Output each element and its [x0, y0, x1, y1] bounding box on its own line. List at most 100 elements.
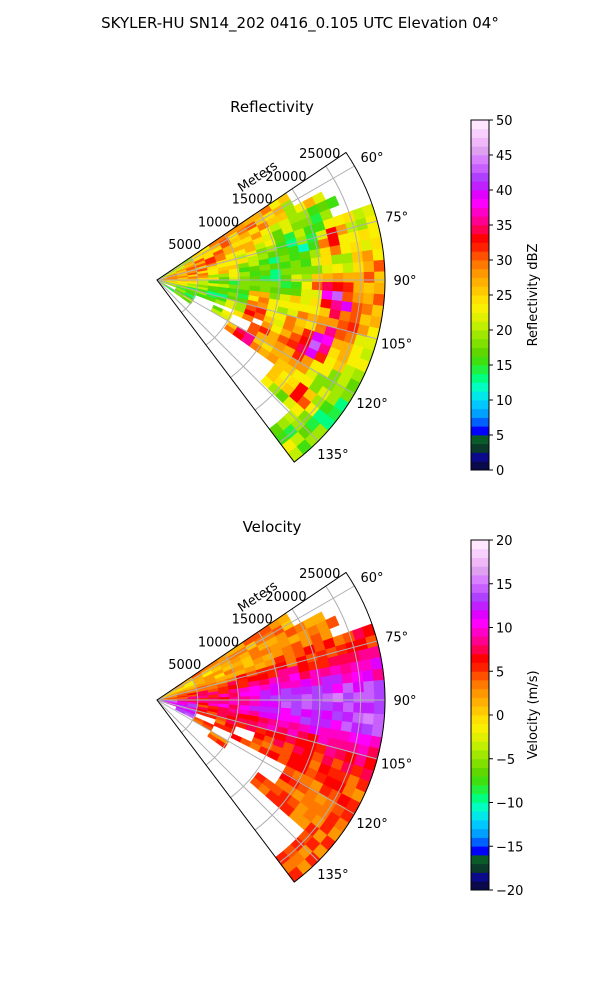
field-cell	[301, 693, 313, 703]
colorbar-swatch	[471, 233, 489, 243]
field-cell	[350, 240, 363, 254]
colorbar-swatch	[471, 155, 489, 165]
field-cell	[332, 263, 344, 274]
colorbar-swatch	[471, 452, 489, 462]
field-cell	[373, 282, 386, 296]
velocity-colorbar-label: Velocity (m/s)	[526, 670, 541, 759]
colorbar-tick-label: 15	[496, 578, 513, 593]
colorbar-swatch	[471, 653, 489, 663]
azimuth-tick-label: 60°	[361, 151, 384, 166]
field-cell	[259, 689, 272, 697]
colorbar-swatch	[471, 373, 489, 383]
range-tick-label: 20000	[265, 590, 306, 605]
colorbar-swatch	[471, 662, 489, 672]
field-cell	[332, 683, 344, 694]
field-cell	[270, 695, 282, 703]
field-cell	[331, 291, 344, 302]
field-cell	[321, 710, 334, 721]
field-cell	[361, 669, 375, 683]
field-cell	[331, 711, 344, 722]
field-cell	[290, 687, 303, 696]
reflectivity-azimuth-ticks: 60° 75° 90° 105° 120° 135°	[317, 151, 416, 463]
azimuth-tick-label: 120°	[356, 397, 387, 412]
field-cell	[372, 713, 385, 727]
field-cell	[352, 292, 365, 305]
azimuth-spoke	[156, 165, 355, 281]
colorbar-tick-label: −20	[496, 884, 523, 899]
field-cell	[280, 701, 293, 710]
field-cell	[332, 272, 344, 283]
velocity-range-ticks: 5000 10000 15000 20000 25000	[168, 567, 340, 673]
colorbar-tick-label: 50	[496, 114, 513, 129]
colorbar-tick-label: 20	[496, 534, 513, 549]
colorbar-swatch	[471, 837, 489, 847]
range-ring	[205, 234, 239, 346]
colorbar-swatch	[471, 172, 489, 182]
azimuth-tick-label: 90°	[393, 274, 416, 289]
field-cell	[301, 701, 313, 711]
range-ring	[279, 585, 362, 863]
range-ring	[205, 654, 239, 766]
figure-title: SKYLER-HU SN14_202 0416_0.105 UTC Elevat…	[101, 14, 499, 32]
field-cell	[239, 271, 251, 278]
field-cell	[342, 702, 355, 714]
colorbar-swatch	[471, 601, 489, 611]
field-cell	[361, 249, 375, 263]
range-ring	[230, 211, 280, 378]
field-cell	[280, 281, 293, 290]
field-cell	[342, 682, 355, 694]
field-cell	[280, 687, 292, 696]
range-ring	[279, 165, 362, 443]
azimuth-spoke	[156, 279, 319, 442]
field-cell	[362, 293, 375, 306]
colorbar-swatch	[471, 881, 489, 891]
field-cell	[339, 242, 353, 255]
field-cell	[332, 282, 344, 293]
colorbar-tick-label: 45	[496, 149, 513, 164]
azimuth-spoke	[156, 585, 355, 701]
azimuth-spoke	[156, 640, 378, 701]
colorbar-swatch	[471, 610, 489, 620]
azimuth-tick-label: 105°	[381, 758, 412, 773]
colorbar-swatch	[471, 295, 489, 305]
field-cell	[291, 274, 303, 283]
field-cell	[312, 693, 324, 703]
colorbar-swatch	[471, 557, 489, 567]
colorbar-swatch	[471, 767, 489, 777]
velocity-azimuth-ticks: 60° 75° 90° 105° 120° 135°	[317, 571, 416, 883]
colorbar-swatch	[471, 645, 489, 655]
field-cell	[353, 702, 365, 714]
field-cell	[239, 276, 251, 282]
reflectivity-grid	[156, 165, 385, 443]
field-cell	[363, 271, 375, 284]
azimuth-spoke	[156, 699, 355, 815]
field-cell	[312, 273, 324, 283]
field-cell	[325, 195, 340, 210]
field-cell	[311, 281, 324, 292]
colorbar-tick-label: 25	[496, 289, 513, 304]
velocity-sector-frame	[156, 571, 386, 883]
range-ring	[254, 608, 321, 831]
colorbar-swatch	[471, 356, 489, 366]
colorbar-tick-label: 5	[496, 429, 504, 444]
azimuth-tick-label: 135°	[317, 448, 348, 463]
field-cell	[301, 281, 313, 291]
colorbar-tick-label: −15	[496, 840, 523, 855]
colorbar-swatch	[471, 365, 489, 375]
field-cell	[361, 303, 374, 317]
colorbar-swatch	[471, 303, 489, 313]
field-cell	[239, 691, 251, 698]
field-cell	[363, 260, 375, 273]
field-cell	[351, 251, 364, 264]
colorbar-tick-label: 30	[496, 254, 513, 269]
colorbar-swatch	[471, 391, 489, 401]
colorbar-tick-label: −10	[496, 797, 523, 812]
colorbar-swatch	[471, 872, 489, 882]
field-cell	[372, 293, 385, 307]
colorbar-swatch	[471, 426, 489, 436]
field-cell	[301, 266, 313, 275]
colorbar-swatch	[471, 163, 489, 173]
colorbar-swatch	[471, 321, 489, 331]
colorbar-swatch	[471, 548, 489, 558]
